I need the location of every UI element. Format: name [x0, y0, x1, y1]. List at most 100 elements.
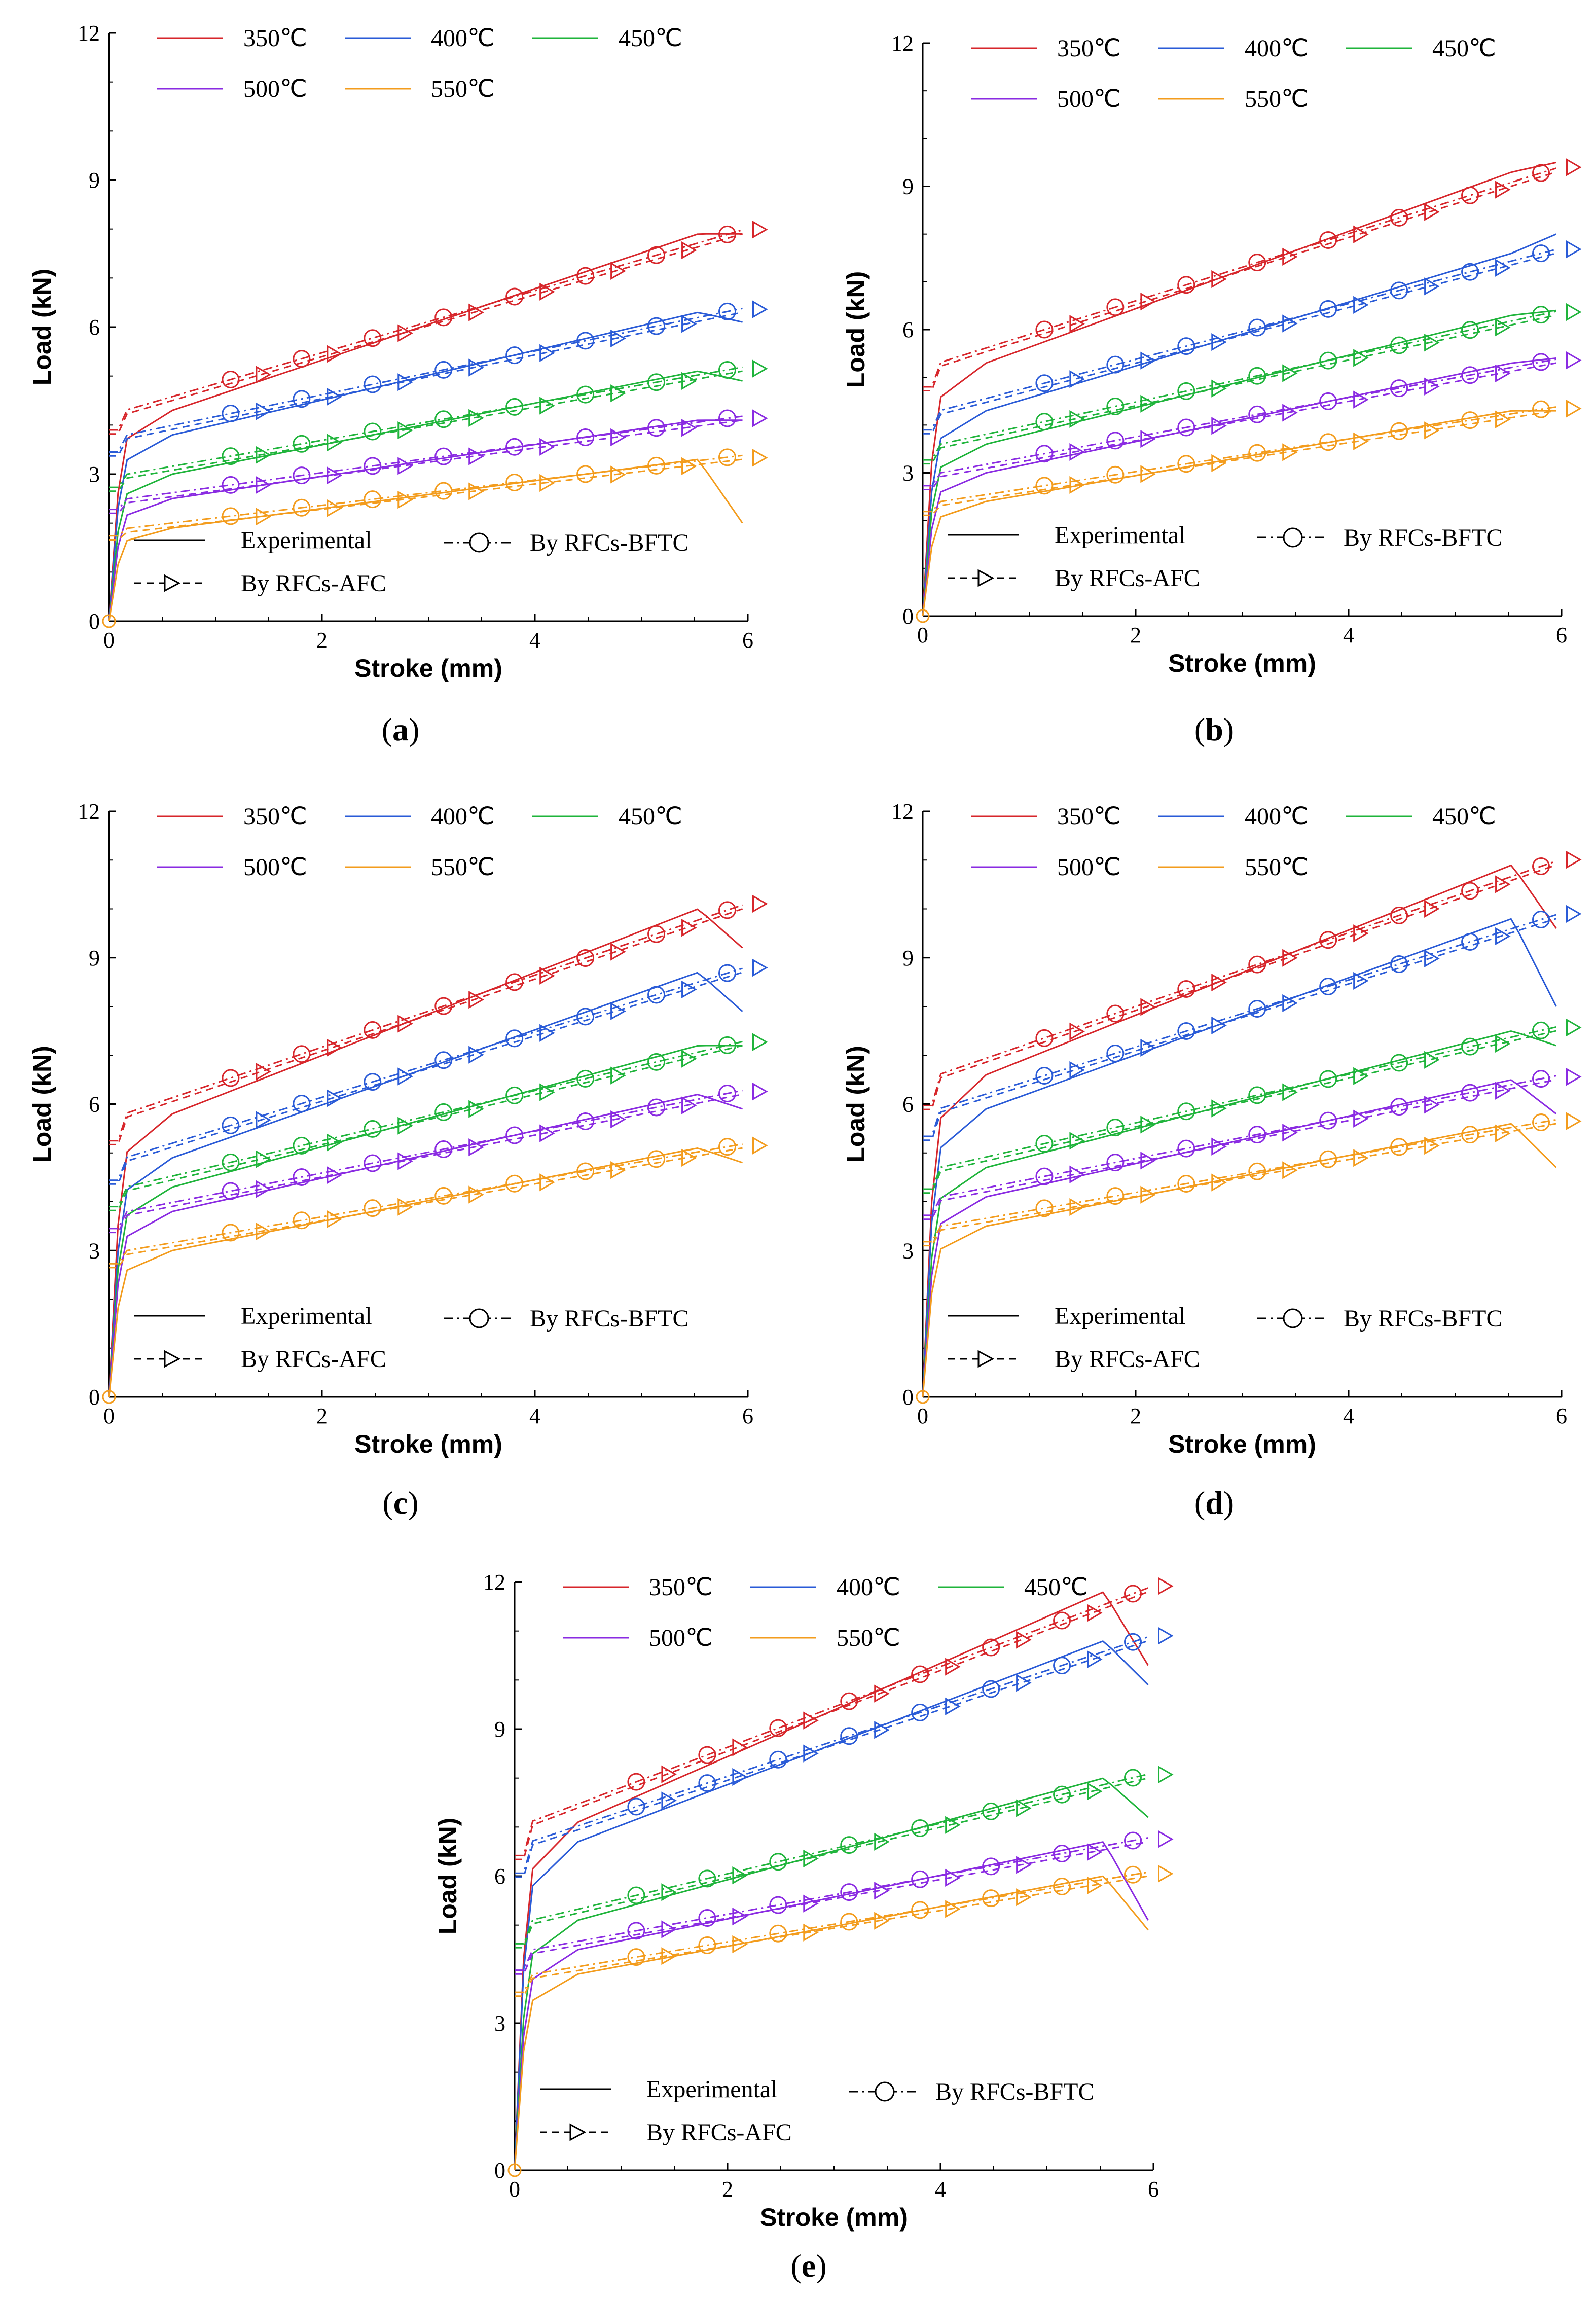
origin-marker — [916, 609, 930, 623]
point-bftc-450 — [1035, 413, 1054, 431]
series-experimental-350 — [514, 1591, 1149, 2171]
y-tick-label: 0 — [89, 1385, 100, 1410]
point-afc-550 — [732, 1935, 748, 1954]
point-bftc-400 — [982, 1680, 1000, 1698]
series-bftc-500 — [515, 1837, 1148, 1971]
point-bftc-450 — [1177, 1102, 1195, 1121]
point-bftc-400 — [698, 1774, 716, 1792]
x-tick-label: 2 — [316, 628, 328, 653]
point-bftc-450 — [364, 422, 382, 441]
point-bftc-500 — [1035, 445, 1054, 463]
point-bftc-400 — [293, 390, 311, 408]
point-bftc-550 — [1177, 455, 1195, 473]
point-afc-450 — [661, 1883, 677, 1901]
point-bftc-550 — [293, 498, 311, 517]
point-afc-400 — [468, 1046, 484, 1064]
point-afc-450 — [539, 397, 555, 415]
series-bftc-550 — [923, 1119, 1556, 1243]
point-bftc-350 — [911, 1665, 929, 1683]
point-afc-550 — [1353, 432, 1369, 450]
series-bftc-500 — [109, 1090, 743, 1230]
point-bftc-550 — [1035, 477, 1054, 495]
series-bftc-350 — [109, 229, 743, 431]
point-bftc-550 — [576, 1162, 595, 1180]
point-bftc-500 — [911, 1870, 929, 1888]
point-bftc-350 — [576, 949, 595, 967]
legend-marker-bftc — [469, 532, 489, 553]
point-bftc-400 — [505, 346, 524, 365]
y-tick-label: 12 — [891, 799, 914, 824]
point-bftc-450 — [698, 1869, 716, 1888]
point-afc-550 — [681, 457, 697, 475]
point-bftc-350 — [293, 350, 311, 368]
series-experimental-550 — [108, 1147, 743, 1397]
point-afc-450 — [1211, 1099, 1227, 1118]
legend-label-450: 450℃ — [1432, 35, 1496, 62]
legend-label-350: 350℃ — [243, 803, 307, 830]
point-bftc-500 — [434, 1140, 453, 1158]
point-bftc-350 — [1532, 857, 1550, 876]
point-bftc-450 — [1532, 306, 1550, 324]
point-afc-400 — [327, 387, 342, 406]
point-bftc-350 — [1461, 882, 1479, 900]
point-bftc-400 — [1532, 244, 1550, 263]
y-tick-label: 12 — [891, 31, 914, 56]
point-afc-350 — [397, 1015, 413, 1033]
point-afc-550 — [1282, 1161, 1298, 1179]
point-afc-550 — [803, 1923, 819, 1942]
point-afc-400 — [1424, 277, 1440, 296]
point-bftc-400 — [1106, 355, 1125, 374]
point-bftc-500 — [769, 1896, 787, 1914]
point-afc-450 — [681, 372, 697, 390]
point-bftc-550 — [1390, 1138, 1408, 1156]
point-bftc-350 — [434, 308, 453, 327]
chart-panel-e: 0 3 6 9 12 0 2 4 6 Stroke (mm) Load (kN) 350℃ 400℃ 45… — [433, 1570, 1174, 2284]
legend-label-500: 500℃ — [1057, 86, 1121, 113]
point-afc-500 — [397, 1152, 413, 1170]
legend-label-experimental: Experimental — [646, 2076, 778, 2103]
point-bftc-350 — [1390, 906, 1408, 924]
point-bftc-450 — [222, 447, 240, 465]
point-afc-350 — [1353, 924, 1369, 943]
point-bftc-450 — [505, 398, 524, 416]
point-bftc-550 — [505, 474, 524, 492]
point-bftc-400 — [1532, 910, 1550, 928]
point-afc-500 — [256, 1180, 271, 1198]
point-afc-500 — [1424, 1096, 1440, 1114]
point-afc-350 — [327, 1038, 342, 1057]
point-bftc-450 — [434, 410, 453, 428]
series-afc-400 — [109, 972, 743, 1185]
point-afc-400 — [1158, 1627, 1174, 1645]
series-bftc-550 — [109, 1143, 743, 1265]
point-afc-500 — [1211, 417, 1227, 435]
point-afc-450 — [1424, 334, 1440, 352]
point-bftc-400 — [718, 964, 737, 982]
point-bftc-550 — [698, 1936, 716, 1954]
point-bftc-550 — [222, 1224, 240, 1242]
y-tick-label: 6 — [89, 1092, 100, 1117]
point-afc-350 — [327, 345, 342, 363]
point-afc-550 — [1087, 1876, 1103, 1895]
point-afc-500 — [661, 1920, 677, 1938]
point-bftc-350 — [840, 1692, 858, 1710]
point-afc-500 — [468, 447, 484, 465]
point-afc-450 — [1158, 1766, 1174, 1784]
series-bftc-500 — [923, 358, 1556, 487]
point-bftc-350 — [434, 997, 453, 1015]
series-experimental-400 — [922, 918, 1557, 1397]
point-afc-350 — [752, 221, 768, 239]
point-bftc-400 — [647, 317, 666, 335]
point-bftc-400 — [1035, 374, 1054, 392]
point-afc-350 — [1566, 850, 1582, 869]
point-afc-450 — [1140, 1116, 1156, 1134]
point-afc-550 — [1424, 1136, 1440, 1155]
point-bftc-400 — [1461, 263, 1479, 281]
legend-label-450: 450℃ — [619, 803, 682, 830]
point-afc-500 — [1158, 1830, 1174, 1848]
point-afc-350 — [1140, 998, 1156, 1016]
point-bftc-550 — [505, 1174, 524, 1193]
x-tick-label: 0 — [103, 628, 115, 653]
point-afc-500 — [468, 1138, 484, 1157]
point-bftc-450 — [840, 1836, 858, 1854]
